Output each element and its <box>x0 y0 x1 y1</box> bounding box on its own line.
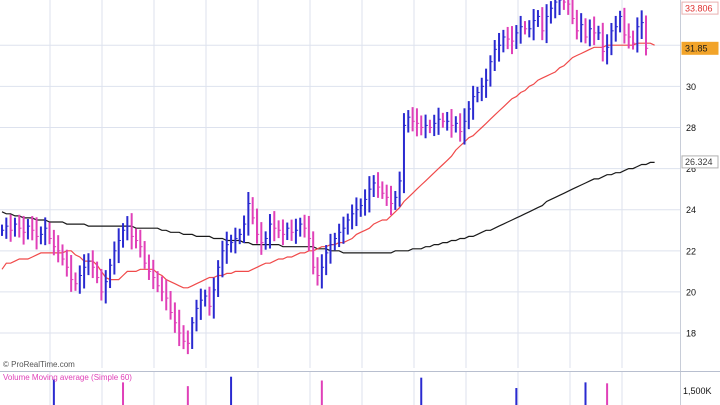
ma-slow-badge-label: 26.324 <box>685 157 713 167</box>
ma-fast-badge-box <box>681 1 719 15</box>
y-tick-label: 20 <box>686 287 696 297</box>
last-price-badge-box <box>681 41 719 55</box>
y-tick-label: 24 <box>686 205 696 215</box>
volume-panel <box>52 376 609 405</box>
volume-tick-label: 1,500K <box>683 386 712 396</box>
watermark: © ProRealTime.com <box>3 360 75 369</box>
price-bars <box>1 0 649 355</box>
y-tick-label: 22 <box>686 246 696 256</box>
y-tick-label: 28 <box>686 123 696 133</box>
grid <box>0 0 680 405</box>
slow-moving-average-line <box>1 161 655 254</box>
ma-slow-badge-box <box>681 155 719 169</box>
y-tick-label: 30 <box>686 82 696 92</box>
last-price-badge-label: 31.85 <box>685 44 708 54</box>
price-axis: 18 20 22 24 26 28 30 33.806 31.85 26.324 <box>680 0 719 405</box>
y-tick-label: 26 <box>686 164 696 174</box>
y-tick-label: 18 <box>686 329 696 339</box>
volume-title: Volume Moving average (Simple 60) <box>3 373 132 382</box>
ma-fast-badge-label: 33.806 <box>685 3 713 13</box>
